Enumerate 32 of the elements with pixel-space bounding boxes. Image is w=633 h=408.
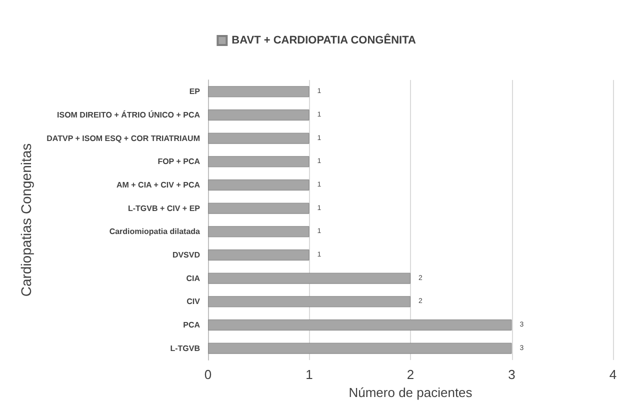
bar — [208, 320, 512, 330]
bar — [208, 86, 310, 98]
bar — [208, 180, 310, 190]
y-tick-label: L-TGVB + CIV + EP — [128, 204, 201, 213]
bar — [208, 110, 310, 120]
y-tick-label: EP — [189, 87, 201, 96]
y-tick-label: ISOM DIREITO + ÁTRIO ÚNICO + PCA — [57, 110, 200, 120]
y-tick-label: CIV — [186, 297, 201, 306]
y-tick-label: L-TGVB — [170, 344, 200, 353]
x-tick-label: 1 — [306, 367, 313, 382]
y-tick-label: Cardiomiopatia dilatada — [109, 227, 201, 236]
x-tick-label: 3 — [508, 367, 516, 382]
y-tick-label: CIA — [186, 274, 200, 283]
bar — [208, 250, 310, 260]
bar — [208, 132, 310, 144]
x-tick-label: 0 — [204, 367, 212, 382]
bar — [208, 272, 410, 284]
legend-label: BAVT + CARDIOPATIA CONGÊNITA — [232, 34, 416, 46]
y-tick-label: FOP + PCA — [158, 157, 200, 166]
y-tick-label: DATVP + ISOM ESQ + COR TRIATRIAUM — [46, 134, 200, 143]
bar — [208, 296, 410, 308]
y-axis-title: Cardiopatias Congenitas — [18, 143, 34, 297]
y-tick-label: AM + CIA + CIV + PCA — [116, 180, 200, 190]
bar — [208, 226, 310, 238]
x-tick-label: 4 — [609, 367, 617, 382]
x-axis-title: Número de pacientes — [348, 384, 473, 400]
y-tick-label: DVSVD — [172, 250, 200, 260]
bar — [208, 342, 512, 354]
bar — [208, 202, 310, 214]
y-tick-label: PCA — [183, 320, 200, 330]
x-tick-label: 2 — [406, 367, 414, 382]
bar — [208, 156, 310, 168]
